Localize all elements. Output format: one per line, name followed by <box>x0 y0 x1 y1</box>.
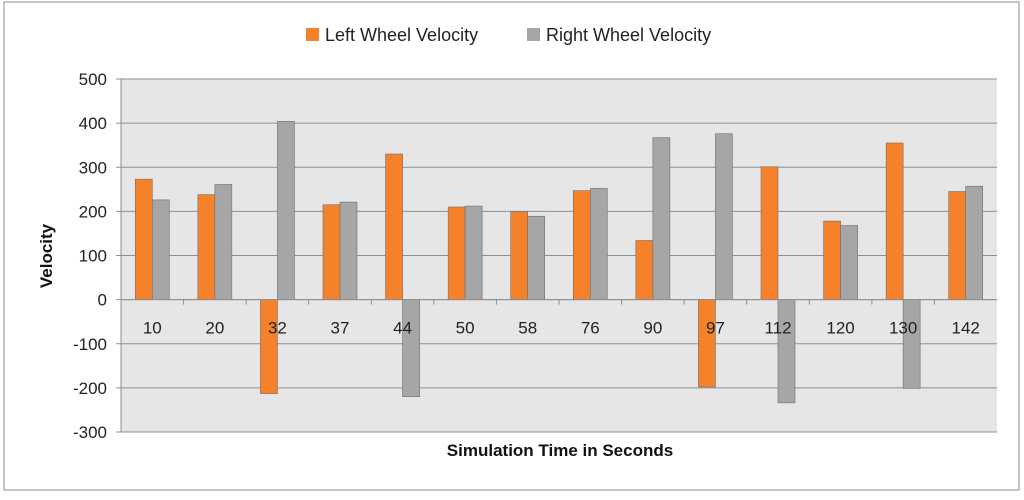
bar <box>652 137 671 300</box>
bar <box>402 299 420 397</box>
x-category-label: 97 <box>706 319 725 338</box>
bar <box>760 166 779 300</box>
y-tick-label: 300 <box>79 158 107 177</box>
x-category-label: 142 <box>952 319 980 338</box>
bar <box>698 299 716 388</box>
x-category-label: 130 <box>889 319 917 338</box>
bar <box>965 185 984 300</box>
x-category-label: 90 <box>643 319 662 338</box>
bars <box>134 121 984 404</box>
x-category-label: 37 <box>331 319 350 338</box>
y-tick-label: 100 <box>79 247 107 266</box>
legend-label-left-wheel: Left Wheel Velocity <box>325 25 478 45</box>
x-category-label: 120 <box>826 319 854 338</box>
x-axis-title: Simulation Time in Seconds <box>447 441 673 460</box>
bar <box>715 133 733 300</box>
bar <box>510 211 529 300</box>
bar <box>840 225 858 300</box>
bar <box>885 142 904 300</box>
bar <box>197 194 216 300</box>
bar <box>527 215 546 300</box>
bar <box>777 299 796 404</box>
bar <box>447 206 466 300</box>
x-category-label: 32 <box>268 319 287 338</box>
bar <box>589 188 608 300</box>
bar <box>322 204 341 300</box>
x-category-label: 58 <box>518 319 537 338</box>
bar <box>277 121 295 300</box>
x-category-label: 76 <box>581 319 600 338</box>
bar <box>902 299 921 389</box>
y-tick-label: -300 <box>73 423 107 442</box>
bar <box>385 153 403 300</box>
bar <box>134 178 153 300</box>
bar <box>572 190 591 300</box>
legend: Left Wheel Velocity Right Wheel Velocity <box>306 25 711 45</box>
x-category-label: 44 <box>393 319 412 338</box>
bar <box>635 240 654 300</box>
legend-swatch-right-wheel <box>527 28 540 41</box>
bar <box>339 201 358 300</box>
y-tick-label: 0 <box>98 291 107 310</box>
y-tick-label: -200 <box>73 379 107 398</box>
bar <box>464 205 483 300</box>
y-tick-label: 500 <box>79 70 107 89</box>
y-axis-title: Velocity <box>37 223 56 288</box>
x-category-label: 20 <box>205 319 224 338</box>
bar <box>948 191 967 300</box>
x-category-label: 10 <box>143 319 162 338</box>
y-tick-label: -100 <box>73 335 107 354</box>
y-tick-label: 200 <box>79 202 107 221</box>
legend-swatch-left-wheel <box>306 28 319 41</box>
legend-label-right-wheel: Right Wheel Velocity <box>546 25 711 45</box>
x-category-label: 112 <box>764 319 791 338</box>
axes <box>116 78 997 433</box>
bar <box>823 220 841 300</box>
x-category-label: 50 <box>456 319 475 338</box>
bar <box>214 184 233 300</box>
bar <box>151 199 170 300</box>
bar <box>260 299 278 394</box>
labels: 500 400 300 200 100 0 -100 -200 -300 10 20 32 37 44 50… <box>73 70 980 442</box>
y-tick-label: 400 <box>79 114 107 133</box>
